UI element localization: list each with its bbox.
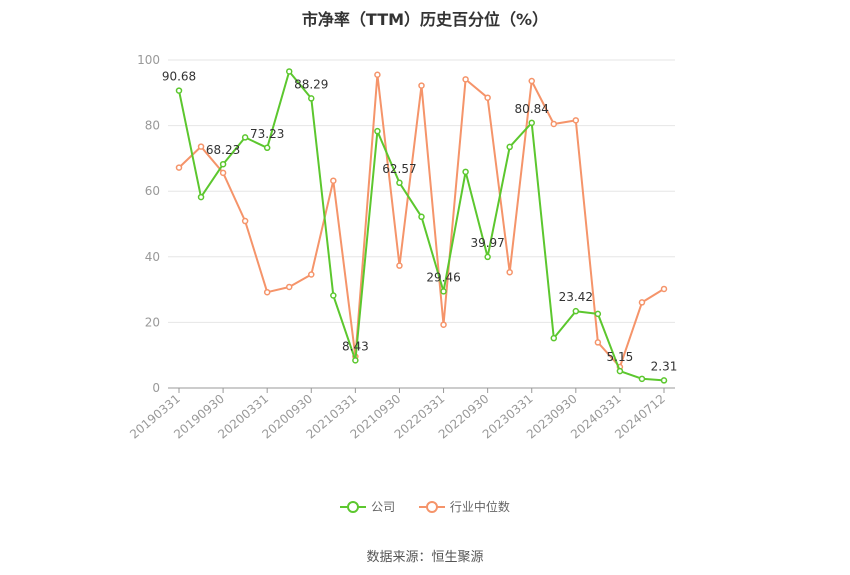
industry-point (219, 169, 227, 177)
data-labels: 90.68 68.23 73.23 88.29 8.43 62.57 29.46 39.97 8… (162, 70, 678, 374)
company-point (616, 367, 624, 375)
data-label: 68.23 (206, 143, 240, 157)
data-label: 73.23 (250, 127, 284, 141)
industry-point (285, 283, 293, 291)
industry-point (550, 120, 558, 128)
legend-item-company[interactable]: 公司 (340, 498, 395, 515)
company-point (572, 307, 580, 315)
legend-industry-label: 行业中位数 (449, 500, 510, 514)
industry-point (440, 321, 447, 328)
company-point (528, 119, 535, 127)
legend: 公司 行业中位数 (0, 498, 850, 516)
legend-company-swatch (340, 500, 367, 513)
company-point (241, 134, 249, 141)
company-point (374, 127, 381, 135)
company-point (660, 377, 668, 384)
y-tick-label: 40 (145, 250, 160, 264)
industry-point (638, 299, 646, 306)
company-point (396, 179, 403, 187)
y-tick-label: 20 (145, 315, 160, 329)
industry-point (594, 339, 602, 346)
industry-point (572, 117, 580, 124)
data-source: 数据来源：恒生聚源 (366, 550, 484, 565)
company-point (285, 68, 293, 75)
industry-point (374, 71, 381, 79)
company-point (263, 144, 271, 152)
industry-point (506, 268, 513, 276)
company-point (418, 213, 425, 221)
company-point (219, 160, 227, 168)
industry-point (462, 76, 469, 83)
company-point (197, 193, 205, 201)
y-tick-label: 100 (137, 53, 160, 67)
data-label: 5.15 (607, 350, 634, 364)
company-point (440, 288, 447, 295)
industry-point (263, 288, 271, 296)
y-tick-label: 0 (152, 381, 160, 395)
line-chart: 0204060801002019033120190930202003312020… (127, 53, 678, 442)
data-label: 90.68 (162, 70, 196, 84)
industry-point (175, 164, 183, 171)
y-tick-label: 80 (145, 119, 160, 133)
industry-point (330, 177, 337, 184)
company-point (484, 253, 491, 261)
data-label: 29.46 (426, 270, 460, 284)
industry-point (308, 271, 315, 278)
company-series-line (178, 70, 665, 382)
industry-point (660, 285, 668, 293)
industry-point (241, 217, 249, 225)
company-point (462, 168, 469, 176)
company-point (175, 87, 183, 94)
company-point (308, 95, 315, 102)
data-label: 80.84 (515, 102, 549, 116)
data-label: 62.57 (382, 162, 416, 176)
series-lines (175, 68, 668, 384)
company-point (352, 357, 359, 364)
data-label: 2.31 (651, 359, 678, 373)
company-point (594, 310, 602, 318)
data-label: 23.42 (559, 290, 593, 304)
company-point (330, 292, 337, 299)
company-point (550, 334, 558, 342)
industry-point (197, 143, 205, 150)
industry-point (396, 262, 403, 269)
data-label: 8.43 (342, 339, 369, 353)
legend-industry-swatch (418, 500, 445, 513)
industry-point (528, 77, 535, 85)
company-point (506, 143, 513, 151)
data-label: 39.97 (470, 236, 504, 250)
industry-point (418, 82, 425, 89)
legend-company-label: 公司 (371, 500, 396, 514)
industry-point (484, 94, 491, 101)
legend-item-industry[interactable]: 行业中位数 (418, 498, 510, 515)
data-label: 88.29 (294, 77, 328, 91)
grid-lines (168, 59, 675, 323)
industry-series-line (178, 73, 665, 368)
y-tick-label: 60 (145, 184, 160, 198)
chart-title: 市净率（TTM）历史百分位（%） (301, 10, 549, 29)
company-point (638, 375, 646, 383)
